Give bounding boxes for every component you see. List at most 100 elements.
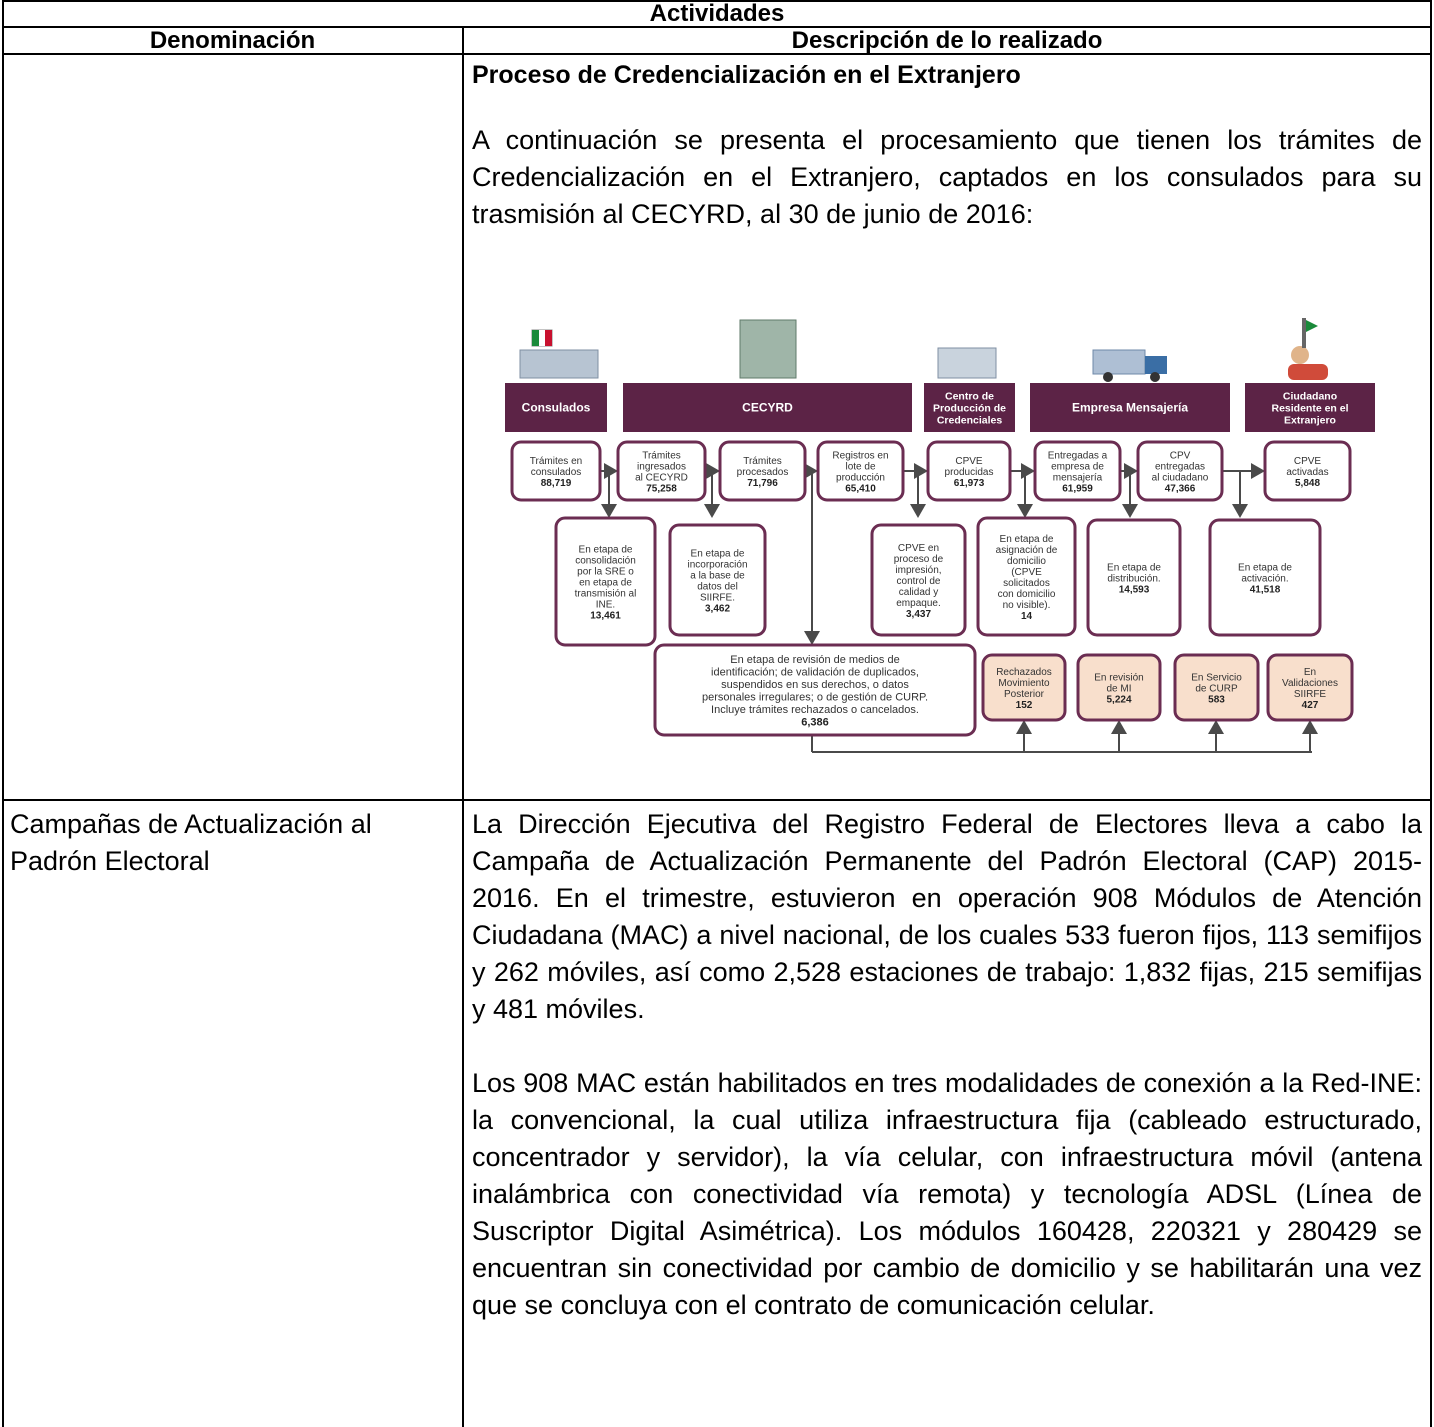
border [2,799,1432,801]
node-value: 71,796 [747,478,778,489]
stage-label: Centro de [945,391,994,403]
node-box [1086,518,1182,637]
node-label: activación. [1241,574,1288,585]
node-label: de MI [1106,684,1131,695]
icon-flag [1302,318,1306,348]
node-label: suspendidos en sus derechos, o datos [721,679,909,691]
node-label: En etapa de revisión de medios de [730,654,899,666]
node-label: Validaciones [1282,678,1338,689]
column-header: Descripción de lo realizado [791,27,1103,54]
section-heading: Proceso de Credencialización en el Extra… [472,61,1021,89]
node-label: En [1304,667,1316,678]
node-label: Incluye trámites rechazados o cancelados… [711,704,919,716]
stage-label: Credenciales [937,415,1003,427]
node-label: asignación de [996,545,1058,556]
node-box [554,516,657,647]
node-label: Registros en [832,451,888,462]
border [1430,0,1432,1427]
icon-flag [545,330,552,346]
node-value: 41,518 [1250,585,1281,596]
node-label: CPVE [955,456,983,467]
node-label: datos del [697,582,738,593]
node-label: empresa de [1051,462,1104,473]
node-label: solicitados [1003,578,1050,589]
node-label: proceso de [894,554,944,565]
icon-truck [1092,349,1146,375]
stage-header [924,383,1015,432]
node-label: a la base de [690,571,745,582]
node-label: empaque. [896,598,940,609]
node-label: Trámites [642,451,681,462]
node-value: 65,410 [845,484,876,495]
border [2,0,1432,2]
stage-header [505,383,607,432]
paragraph-text: A continuación se presenta el procesamie… [472,125,1422,229]
node-value: 14,593 [1119,585,1150,596]
node-label: entregadas [1155,462,1205,473]
node-label: En etapa de [1000,534,1054,545]
border [462,27,464,1427]
icon-building [519,349,599,379]
stage-header [1245,383,1375,432]
node-label: SIIRFE [1294,689,1327,700]
node-label: domicilio [1007,556,1046,567]
node-label: producidas [945,467,994,478]
node-label: calidad y [899,587,938,598]
node-box [870,523,967,637]
node-label: INE. [596,600,615,611]
paragraph: A continuación se presenta el procesamie… [472,122,1422,270]
border [2,26,1432,28]
icon-person [1288,364,1328,380]
node-label: (CPVE [1011,567,1042,578]
stage-label: Producción de [933,403,1006,415]
node-label: Trámites en [530,456,582,467]
stage-label: Ciudadano [1283,391,1337,403]
node-box [926,440,1012,502]
node-label: personales irregulares; o de gestión de … [702,691,928,703]
node-value: 6,386 [801,716,829,728]
node-value: 152 [1016,700,1033,711]
stage-label: Residente en el [1271,403,1348,415]
node-value: 47,366 [1165,484,1196,495]
node-value: 14 [1021,611,1033,622]
node-label: consolidación [575,556,636,567]
node-value: 75,258 [646,484,677,495]
node-label: Movimiento [998,678,1050,689]
node-label: identificación; de validación de duplica… [711,666,919,678]
node-value: 3,437 [906,609,931,620]
node-label: de CURP [1195,684,1238,695]
node-value: 88,719 [541,478,572,489]
node-box [981,653,1067,722]
icon-person [1291,346,1309,364]
node-label: al ciudadano [1152,473,1209,484]
node-value: 61,959 [1062,484,1093,495]
node-box [1033,440,1122,502]
node-label: lote de [845,462,875,473]
row-name: Campañas de Actualización al Padrón Elec… [10,809,372,876]
node-label: control de [897,576,941,587]
node-box [976,516,1077,637]
node-label: transmisión al [575,589,637,600]
node-box [1266,653,1354,722]
node-label: En etapa de [691,549,745,560]
node-box [1136,440,1224,502]
stage-label: Empresa Mensajería [1072,401,1188,415]
border [2,0,4,1427]
table-title: Actividades [649,0,785,27]
stage-header [1030,383,1230,432]
node-label: Posterior [1004,689,1045,700]
node-value: 427 [1302,700,1319,711]
node-box [616,440,707,502]
icons [519,318,1328,382]
node-value: 13,461 [590,611,621,622]
node-value: 3,462 [705,604,730,615]
icon-building [739,319,797,379]
stage-label: Consulados [522,401,591,415]
node-label: CPVE [1294,456,1322,467]
node-box [1076,653,1162,722]
node-label: procesados [737,467,789,478]
paragraph-text: Los 908 MAC están habilitados en tres mo… [472,1068,1422,1320]
node-box [653,643,977,737]
paragraph-text: La Dirección Ejecutiva del Registro Fede… [472,809,1422,1024]
